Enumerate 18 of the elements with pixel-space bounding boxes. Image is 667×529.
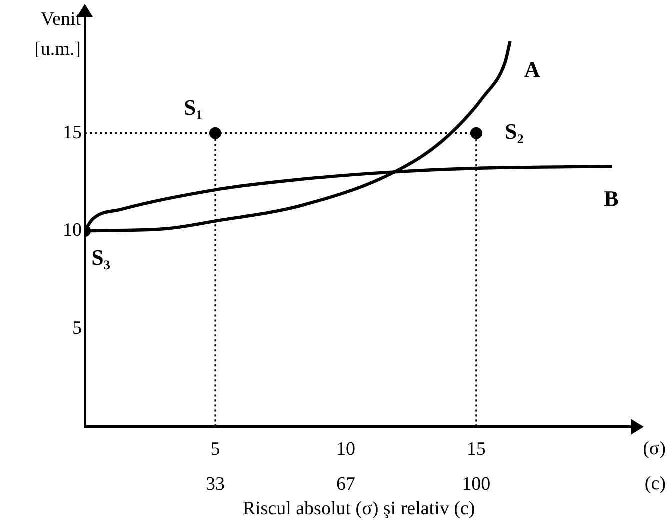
y-tick-label: 10 [63, 220, 82, 242]
annotation: S₃ [92, 244, 111, 270]
series-label: A [524, 57, 540, 82]
x-tick-label: 15 [466, 438, 486, 460]
x-tick-label: 5 [210, 438, 220, 460]
y-tick-label: 5 [72, 318, 82, 339]
y-axis-title: Venit [u.m.] [34, 8, 82, 60]
annotation: S₂ [505, 119, 524, 144]
x2-tick-label: 100 [462, 474, 491, 495]
y-tick-label: 15 [63, 122, 82, 144]
x2-tick-label: 67 [336, 474, 356, 495]
text: (σ) [643, 438, 666, 460]
text: (c) [644, 473, 666, 494]
annotation: S₁ [184, 95, 203, 120]
x-axis-title: Riscul absolut (σ) şi relativ (c) [242, 498, 476, 520]
series-label: B [604, 186, 620, 212]
x2-tick-label: 33 [206, 474, 225, 495]
x-tick-label: 10 [336, 438, 356, 460]
